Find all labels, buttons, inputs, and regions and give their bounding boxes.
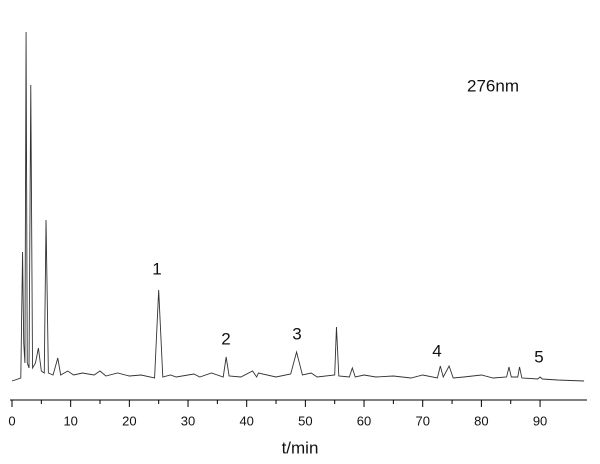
x-tick-label: 40 (239, 413, 253, 428)
x-tick-label: 50 (298, 413, 312, 428)
x-axis-label: t/min (282, 438, 319, 457)
x-tick-label: 90 (533, 413, 547, 428)
x-tick-label: 60 (357, 413, 371, 428)
annotation: 1 (152, 259, 161, 278)
annotation: 2 (221, 329, 230, 348)
x-tick-label: 10 (63, 413, 77, 428)
annotation: 276nm (467, 76, 519, 95)
annotation: 5 (534, 347, 543, 366)
x-tick-label: 70 (415, 413, 429, 428)
x-tick-label: 80 (474, 413, 488, 428)
x-tick-label: 0 (8, 413, 15, 428)
chromatogram-line (11, 31, 585, 382)
x-tick-label: 20 (122, 413, 136, 428)
x-tick-label: 30 (181, 413, 195, 428)
annotation: 4 (432, 341, 441, 360)
annotation: 3 (292, 324, 301, 343)
